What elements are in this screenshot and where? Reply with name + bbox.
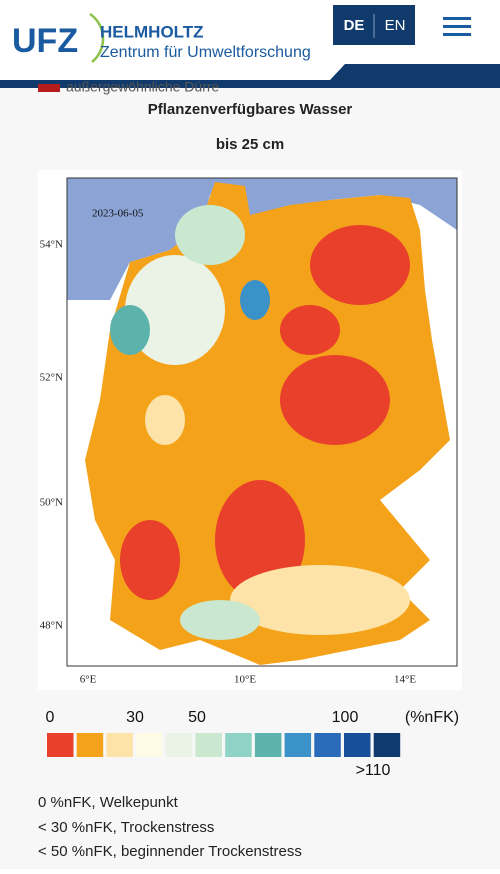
map: 2023-06-05 — [66, 177, 458, 667]
legend-swatch — [373, 733, 401, 757]
menu-bar — [443, 25, 471, 28]
map-subtitle: bis 25 cm — [216, 136, 284, 153]
lang-de[interactable]: DE — [344, 17, 365, 34]
legend-label: 30 — [126, 709, 144, 726]
menu-button[interactable] — [443, 17, 471, 36]
legend-swatch — [344, 733, 371, 757]
dry-area — [280, 305, 340, 355]
org-subtitle: Zentrum für Umweltforschung — [100, 44, 311, 61]
legend-swatches — [47, 733, 401, 757]
map-frame — [66, 177, 458, 667]
legend-overflow: >110 — [356, 762, 391, 779]
lang-en[interactable]: EN — [385, 17, 406, 34]
legend-swatch — [106, 733, 133, 757]
org-name: HELMHOLTZ — [100, 22, 204, 41]
menu-bar — [443, 33, 471, 36]
lat-label: 48°N — [40, 620, 63, 632]
note: < 50 %nFK, beginnender Trockenstress — [38, 843, 302, 860]
wet-area — [110, 305, 150, 355]
legend-swatch — [314, 733, 341, 757]
legend-swatch — [47, 733, 74, 757]
logo[interactable]: UFZ — [12, 22, 78, 60]
legend-label: 0 — [46, 709, 55, 726]
legend-swatch — [165, 733, 193, 757]
header-band — [0, 64, 500, 88]
lon-label: 10°E — [234, 674, 256, 686]
lon-label: 14°E — [394, 674, 416, 686]
wet-area — [180, 600, 260, 640]
legend-label: 100 — [332, 709, 359, 726]
lat-label: 52°N — [40, 372, 63, 384]
menu-bar — [443, 17, 471, 20]
moist-area — [230, 565, 410, 635]
legend-unit: (%nFK) — [405, 709, 459, 726]
dry-area — [280, 355, 390, 445]
dry-area — [120, 520, 180, 600]
lat-label: 54°N — [40, 239, 63, 251]
legend-swatch — [284, 733, 312, 757]
note: < 30 %nFK, Trockenstress — [38, 819, 214, 836]
legend-swatch — [254, 733, 282, 757]
partial-swatch — [38, 84, 60, 92]
wet-area — [125, 255, 225, 365]
wet-area — [240, 280, 270, 320]
moist-area — [145, 395, 185, 445]
legend-swatch — [136, 733, 163, 757]
partial-text: außergewöhnliche Dürre — [66, 79, 220, 95]
legend-swatch — [225, 733, 252, 757]
map-date: 2023-06-05 — [92, 208, 144, 220]
legend-swatch — [195, 733, 222, 757]
wet-area — [175, 205, 245, 265]
note: 0 %nFK, Welkepunkt — [38, 794, 179, 811]
legend-swatch — [76, 733, 104, 757]
dry-area — [310, 225, 410, 305]
logo-arc — [89, 12, 105, 63]
legend-label: 50 — [188, 709, 206, 726]
map-title: Pflanzenverfügbares Wasser — [148, 101, 353, 118]
lon-label: 6°E — [80, 674, 97, 686]
sea — [67, 178, 457, 300]
lat-label: 50°N — [40, 497, 63, 509]
